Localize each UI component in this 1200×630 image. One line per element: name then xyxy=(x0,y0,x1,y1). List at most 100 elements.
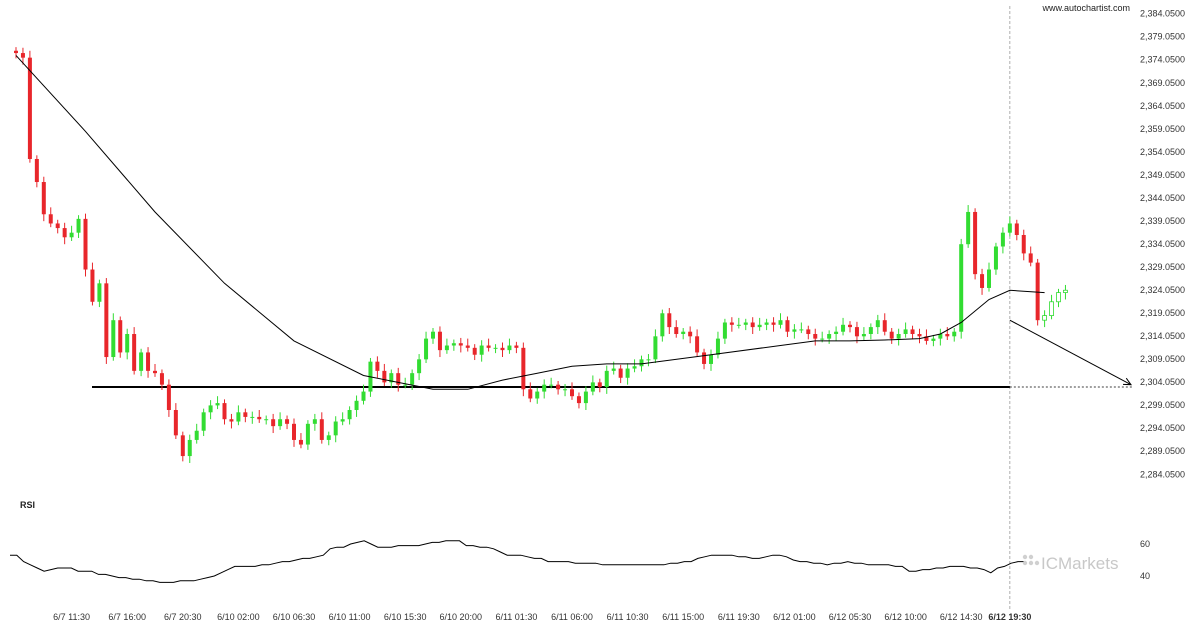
candle-up xyxy=(841,324,846,332)
x-tick-label: 6/11 15:00 xyxy=(662,612,704,622)
y-tick-label: 2,314.0500 xyxy=(1140,331,1185,341)
candle-down xyxy=(62,228,67,238)
candle-down xyxy=(889,331,894,339)
candle-up xyxy=(326,435,331,440)
candle-down xyxy=(292,423,296,440)
candle-up xyxy=(938,334,943,339)
candle-up xyxy=(611,368,616,371)
candle-down xyxy=(118,320,123,353)
candle-up xyxy=(403,384,408,386)
y-tick-label: 2,304.0500 xyxy=(1140,377,1185,387)
x-tick-label: 6/10 06:30 xyxy=(273,612,316,622)
candle-up xyxy=(653,336,658,360)
candle-down xyxy=(472,347,477,355)
candle-down xyxy=(1035,262,1040,321)
rsi-line xyxy=(10,540,1025,583)
candle-down xyxy=(1028,253,1033,263)
candle-up xyxy=(76,218,81,233)
candle-down xyxy=(55,223,60,229)
candle-down xyxy=(396,373,401,385)
y-tick-label: 2,384.0500 xyxy=(1140,9,1185,19)
candle-up xyxy=(757,324,762,328)
logo-dot xyxy=(1028,560,1034,566)
candle-down xyxy=(382,370,387,383)
candle-up xyxy=(827,334,832,339)
candle-up xyxy=(479,345,484,355)
x-tick-label: 6/11 01:30 xyxy=(495,612,537,622)
y-tick-label: 2,349.0500 xyxy=(1140,170,1185,180)
candle-down xyxy=(785,320,790,332)
candle-down xyxy=(528,389,533,399)
candle-down xyxy=(243,412,248,417)
candle-up xyxy=(389,373,394,383)
candle-down xyxy=(375,361,380,371)
candle-down xyxy=(667,313,672,328)
forecast-arrow-head xyxy=(1122,377,1133,386)
candle-down xyxy=(271,419,276,427)
candle-up xyxy=(1063,289,1068,293)
x-tick-label: 6/11 06:00 xyxy=(551,612,593,622)
candle-up xyxy=(444,345,449,351)
candle-down xyxy=(806,329,811,335)
candle-up xyxy=(868,327,873,335)
candle-up xyxy=(625,368,630,378)
candle-up xyxy=(875,320,880,328)
candle-up xyxy=(507,345,512,351)
candle-up xyxy=(604,370,609,387)
candle-up xyxy=(722,322,727,339)
y-tick-label: 2,364.0500 xyxy=(1140,101,1185,111)
x-tick-label: 6/12 01:00 xyxy=(773,612,816,622)
candle-up xyxy=(424,338,429,360)
y-tick-label: 2,299.0500 xyxy=(1140,400,1185,410)
watermark-url: www.autochartist.com xyxy=(1041,3,1130,13)
y-tick-label: 2,359.0500 xyxy=(1140,124,1185,134)
candle-down xyxy=(521,347,526,390)
candle-down xyxy=(153,370,157,374)
candle-up xyxy=(709,354,713,364)
candle-down xyxy=(437,331,442,351)
x-tick-label: 6/11 19:30 xyxy=(718,612,760,622)
y-tick-label: 2,329.0500 xyxy=(1140,262,1185,272)
candle-down xyxy=(556,384,561,390)
candle-up xyxy=(361,391,366,401)
candle-up xyxy=(333,421,338,436)
candle-down xyxy=(486,345,491,348)
rsi-tick-label: 60 xyxy=(1140,539,1150,549)
candle-up xyxy=(861,334,866,337)
candle-up xyxy=(250,416,255,418)
candle-down xyxy=(500,347,505,351)
current-time-label: 6/12 19:30 xyxy=(988,612,1031,622)
y-tick-label: 2,354.0500 xyxy=(1140,147,1185,157)
candle-down xyxy=(702,352,707,364)
candle-down xyxy=(222,403,227,420)
y-tick-label: 2,284.0500 xyxy=(1140,469,1185,479)
candle-up xyxy=(417,359,422,374)
x-tick-label: 6/10 02:00 xyxy=(217,612,260,622)
rsi-panel: 60 40 xyxy=(10,539,1150,583)
candle-up xyxy=(201,412,206,431)
candle-down xyxy=(173,410,178,436)
candle-down xyxy=(1014,223,1019,235)
candle-up xyxy=(799,329,804,331)
x-tick-label: 6/12 14:30 xyxy=(940,612,983,622)
candle-down xyxy=(257,416,262,420)
candle-down xyxy=(132,334,137,371)
candle-up xyxy=(966,211,971,245)
y-tick-label: 2,324.0500 xyxy=(1140,285,1185,295)
candle-down xyxy=(146,352,151,371)
candle-up xyxy=(993,246,998,270)
candle-up xyxy=(542,384,547,392)
y-tick-label: 2,344.0500 xyxy=(1140,193,1185,203)
y-tick-label: 2,334.0500 xyxy=(1140,239,1185,249)
candle-up xyxy=(139,352,144,371)
candle-up xyxy=(208,405,213,413)
candle-down xyxy=(973,211,978,275)
candle-up xyxy=(903,329,908,335)
candle-down xyxy=(104,283,109,358)
candle-up xyxy=(549,384,554,386)
candle-down xyxy=(917,334,922,337)
candle-up xyxy=(896,334,901,339)
candle-up xyxy=(410,373,415,385)
x-tick-label: 6/7 11:30 xyxy=(53,612,90,622)
candle-down xyxy=(14,50,18,54)
